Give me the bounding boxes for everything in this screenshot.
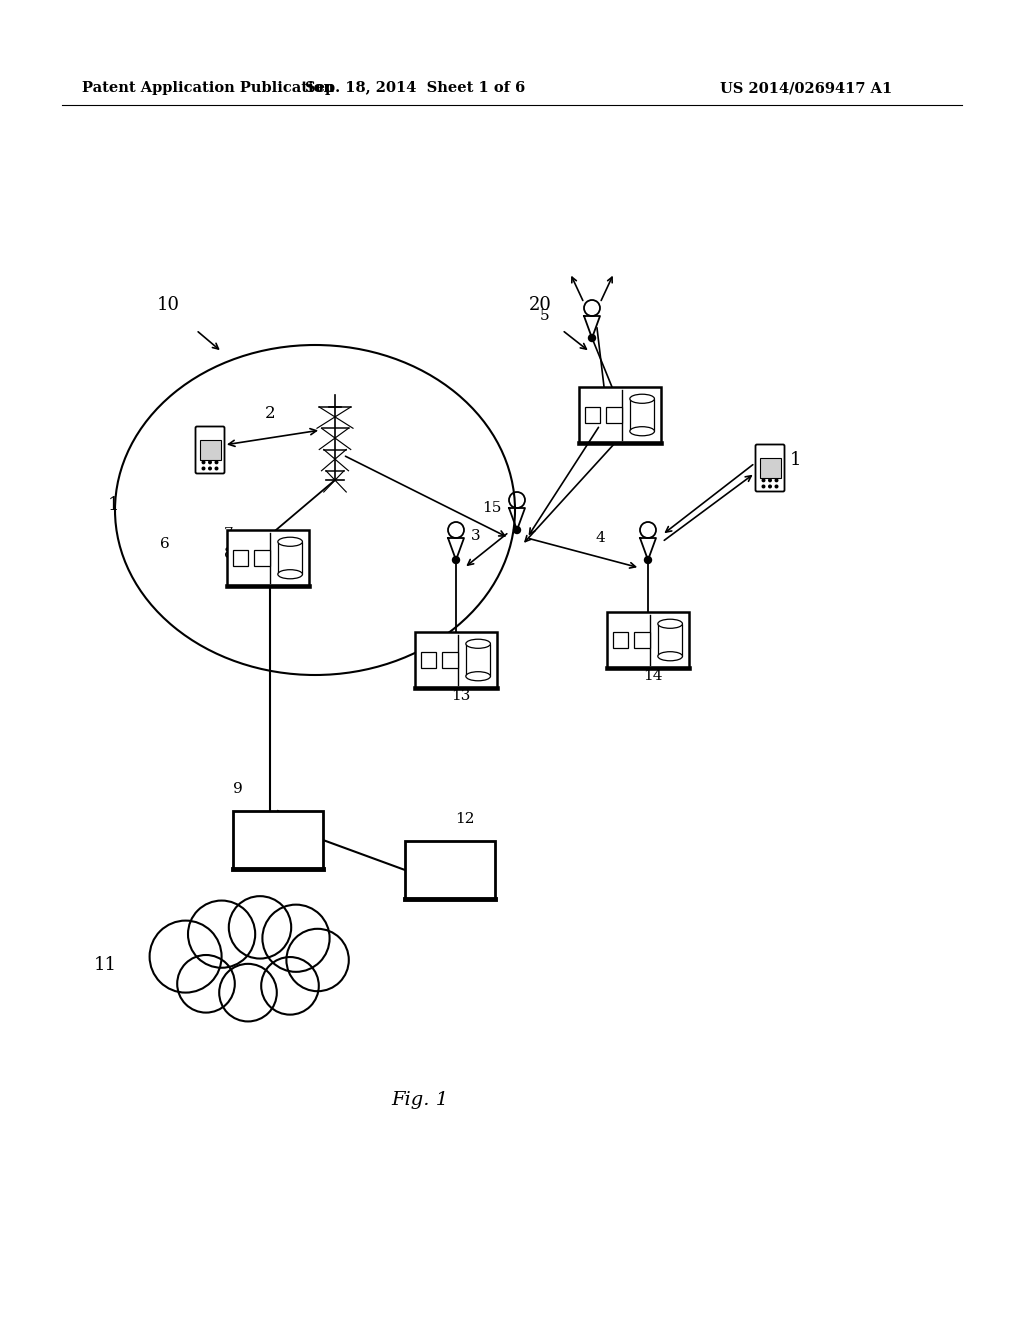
FancyBboxPatch shape [756, 445, 784, 491]
Ellipse shape [466, 672, 490, 681]
Circle shape [202, 461, 205, 463]
Bar [606, 407, 622, 422]
FancyBboxPatch shape [196, 426, 224, 474]
Text: 10: 10 [157, 296, 179, 314]
Bar [607, 612, 689, 668]
Circle shape [188, 900, 255, 968]
Bar [579, 387, 662, 444]
Bar [254, 550, 270, 566]
Bar [278, 541, 302, 574]
Bar [466, 644, 490, 676]
Ellipse shape [657, 619, 682, 628]
Circle shape [202, 467, 205, 470]
Text: 7: 7 [224, 527, 233, 541]
Bar [227, 531, 309, 586]
Circle shape [215, 461, 218, 463]
Bar [585, 407, 600, 422]
Ellipse shape [278, 570, 302, 578]
Bar [406, 841, 495, 899]
Circle shape [453, 557, 460, 564]
Circle shape [775, 486, 778, 488]
Circle shape [219, 964, 276, 1022]
Circle shape [209, 461, 211, 463]
Circle shape [209, 467, 211, 470]
Text: Sep. 18, 2014  Sheet 1 of 6: Sep. 18, 2014 Sheet 1 of 6 [305, 81, 525, 95]
Ellipse shape [630, 395, 654, 404]
Text: 11: 11 [93, 956, 117, 974]
Bar [442, 652, 458, 668]
Text: 2: 2 [264, 405, 275, 422]
Text: US 2014/0269417 A1: US 2014/0269417 A1 [720, 81, 892, 95]
Text: 12: 12 [455, 812, 474, 826]
Bar [760, 458, 780, 478]
Circle shape [769, 486, 771, 488]
Circle shape [513, 527, 520, 533]
Ellipse shape [278, 537, 302, 546]
Text: Fig. 1: Fig. 1 [391, 1092, 449, 1109]
Text: 9: 9 [233, 781, 243, 796]
Text: 15: 15 [482, 502, 502, 515]
Bar [630, 399, 654, 432]
Text: 1: 1 [109, 496, 120, 513]
Bar [200, 440, 220, 459]
Bar [415, 632, 497, 688]
Circle shape [150, 920, 221, 993]
Text: 5: 5 [540, 309, 550, 323]
Bar [612, 632, 629, 648]
Text: 3: 3 [471, 529, 480, 543]
Text: 1: 1 [790, 451, 802, 469]
Bar [233, 810, 323, 869]
Text: 4: 4 [596, 531, 606, 545]
Ellipse shape [630, 426, 654, 436]
Ellipse shape [657, 652, 682, 661]
Bar [421, 652, 436, 668]
Circle shape [762, 486, 765, 488]
Ellipse shape [466, 639, 490, 648]
Circle shape [177, 954, 234, 1012]
Circle shape [261, 957, 318, 1015]
Text: 8: 8 [224, 546, 233, 561]
Circle shape [262, 904, 330, 972]
Circle shape [589, 334, 596, 342]
Text: 14: 14 [643, 669, 663, 682]
Text: 20: 20 [528, 296, 552, 314]
Circle shape [762, 479, 765, 482]
Circle shape [228, 896, 291, 958]
Text: 13: 13 [452, 689, 471, 704]
Bar [232, 550, 249, 566]
Text: Patent Application Publication: Patent Application Publication [82, 81, 334, 95]
Circle shape [769, 479, 771, 482]
Text: 6: 6 [160, 537, 170, 550]
Circle shape [644, 557, 651, 564]
Circle shape [215, 467, 218, 470]
Circle shape [775, 479, 778, 482]
Bar [657, 624, 682, 656]
Circle shape [287, 929, 349, 991]
Bar [634, 632, 650, 648]
